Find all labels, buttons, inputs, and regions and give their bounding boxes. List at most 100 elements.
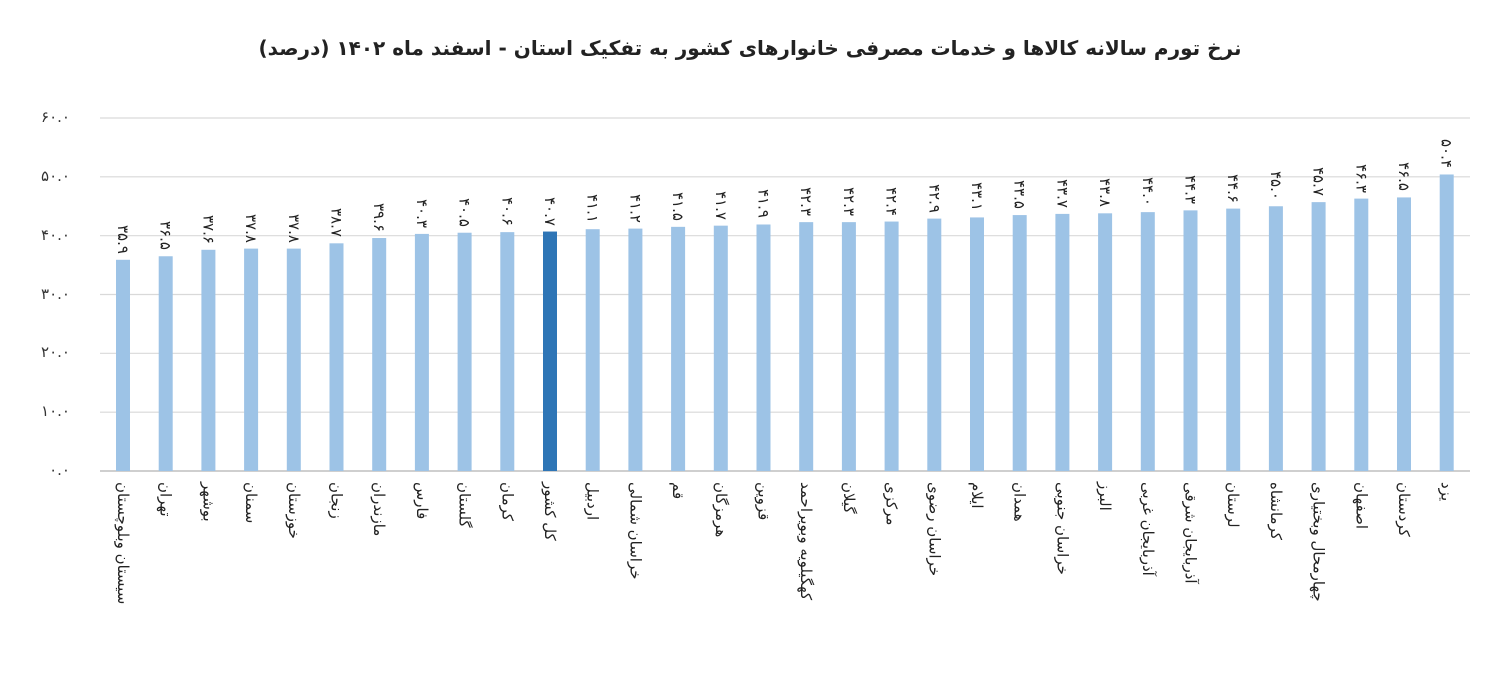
category-label: لرستان (1224, 482, 1243, 528)
y-tick-label: ۱۰.۰ (41, 402, 70, 421)
data-label: ۳۷.۸ (242, 213, 261, 243)
category-label: یزد (1437, 482, 1456, 502)
category-label: گیلان (839, 482, 858, 514)
category-label: قم (669, 482, 688, 500)
y-tick-label: ۶۰.۰ (41, 108, 70, 126)
category-label: تهران (156, 482, 175, 517)
data-label: ۴۶.۳ (1352, 163, 1371, 193)
category-label: البرز (1096, 482, 1115, 511)
bar (1268, 206, 1283, 471)
category-label: مازندران (370, 482, 389, 537)
category-label: کردستان (1395, 482, 1413, 537)
bar (585, 229, 600, 471)
data-label: ۴۵.۰ (1266, 171, 1285, 201)
category-label: آذربایجان شرقی (1181, 482, 1200, 584)
data-label: ۴۰.۳ (412, 198, 431, 228)
category-label: قزوین (754, 482, 773, 521)
bar (1439, 174, 1454, 472)
y-tick-label: ۴۰.۰ (41, 225, 70, 244)
data-label: ۴۲.۴ (882, 186, 901, 216)
data-label: ۴۱.۷ (711, 190, 730, 220)
category-label: هرمزگان (711, 482, 730, 538)
bar (286, 248, 301, 471)
category-label: اردبیل (583, 482, 602, 521)
data-label: ۴۳.۷ (1053, 178, 1072, 208)
chart-title: نرخ تورم سالانه کالاها و خدمات مصرفی خان… (258, 36, 1242, 60)
bar (1183, 210, 1198, 471)
bar (970, 217, 984, 471)
bar (1140, 212, 1155, 471)
category-label: خوزستان (284, 482, 303, 539)
bar (713, 225, 728, 471)
category-label: چهارمحال وبختیاری (1309, 482, 1328, 602)
data-label: ۴۳.۱ (968, 182, 986, 212)
bar (329, 243, 344, 471)
bar (158, 256, 173, 471)
data-label: ۳۵.۹ (114, 224, 132, 254)
bar (1397, 197, 1411, 472)
data-label: ۴۰.۶ (498, 197, 517, 227)
bar (1098, 213, 1113, 471)
bar (628, 228, 643, 471)
category-label: سیستان وبلوچستان (114, 482, 132, 605)
category-label: خراسان جنوبی (1053, 482, 1072, 575)
data-label: ۴۴.۰ (1138, 177, 1157, 207)
bar (500, 232, 515, 471)
bar (457, 232, 472, 471)
category-label: کرمان (498, 482, 517, 522)
category-label: کل کشور (541, 482, 559, 541)
data-label: ۴۵.۷ (1309, 167, 1328, 197)
data-label: ۴۳.۵ (1010, 180, 1029, 210)
data-label: ۴۴.۳ (1181, 175, 1200, 205)
data-label: ۴۲.۳ (839, 187, 858, 217)
data-label: ۴۰.۵ (455, 197, 474, 227)
data-label: ۳۸.۷ (327, 208, 346, 238)
data-label: ۴۲.۹ (925, 183, 944, 213)
bar (1226, 208, 1241, 471)
bar (116, 259, 130, 471)
bar (1055, 213, 1070, 472)
bar (799, 222, 814, 471)
bar (201, 249, 216, 471)
data-label: ۴۰.۷ (541, 196, 559, 226)
data-label: ۴۳.۸ (1096, 178, 1115, 208)
bar (884, 221, 899, 471)
category-label: اصفهان (1352, 482, 1371, 529)
category-label: گلستان (455, 482, 474, 528)
category-label: بوشهر (199, 482, 218, 522)
category-label: مرکزی (882, 482, 901, 526)
category-label: خراسان رضوی (925, 482, 944, 577)
data-label: ۴۱.۲ (626, 193, 645, 223)
data-label: ۴۴.۶ (1224, 173, 1243, 203)
bar (543, 231, 557, 471)
y-tick-label: ۳۰.۰ (41, 284, 70, 303)
data-label: ۴۶.۵ (1395, 162, 1413, 192)
category-label: خراسان شمالی (626, 482, 645, 580)
data-label: ۴۱.۵ (669, 191, 688, 221)
data-label: ۴۲.۳ (797, 187, 816, 217)
data-label: ۵۰.۴ (1437, 139, 1456, 169)
data-label: ۳۷.۸ (284, 213, 303, 243)
data-label: ۳۷.۶ (199, 214, 218, 244)
bar (927, 218, 942, 471)
data-label: ۴۱.۱ (583, 194, 602, 224)
bar (841, 222, 856, 471)
y-tick-label: ۰.۰ (49, 461, 70, 479)
data-label: ۳۶.۵ (156, 221, 175, 251)
category-label: همدان (1010, 482, 1029, 522)
y-tick-label: ۲۰.۰ (41, 343, 70, 362)
category-label: ایلام (968, 482, 986, 509)
category-label: آذربایجان غربی (1138, 482, 1157, 576)
bar (244, 248, 259, 471)
category-label: سمنان (242, 482, 261, 524)
bar (1012, 215, 1027, 471)
category-label: فارس (412, 482, 431, 520)
data-label: ۳۹.۶ (370, 203, 389, 232)
category-label: کهگیلویه وبویراحمد (797, 482, 816, 601)
category-label: کرمانشاه (1266, 482, 1285, 541)
bar (756, 224, 771, 471)
y-tick-label: ۵۰.۰ (41, 166, 70, 185)
bar (414, 233, 429, 471)
